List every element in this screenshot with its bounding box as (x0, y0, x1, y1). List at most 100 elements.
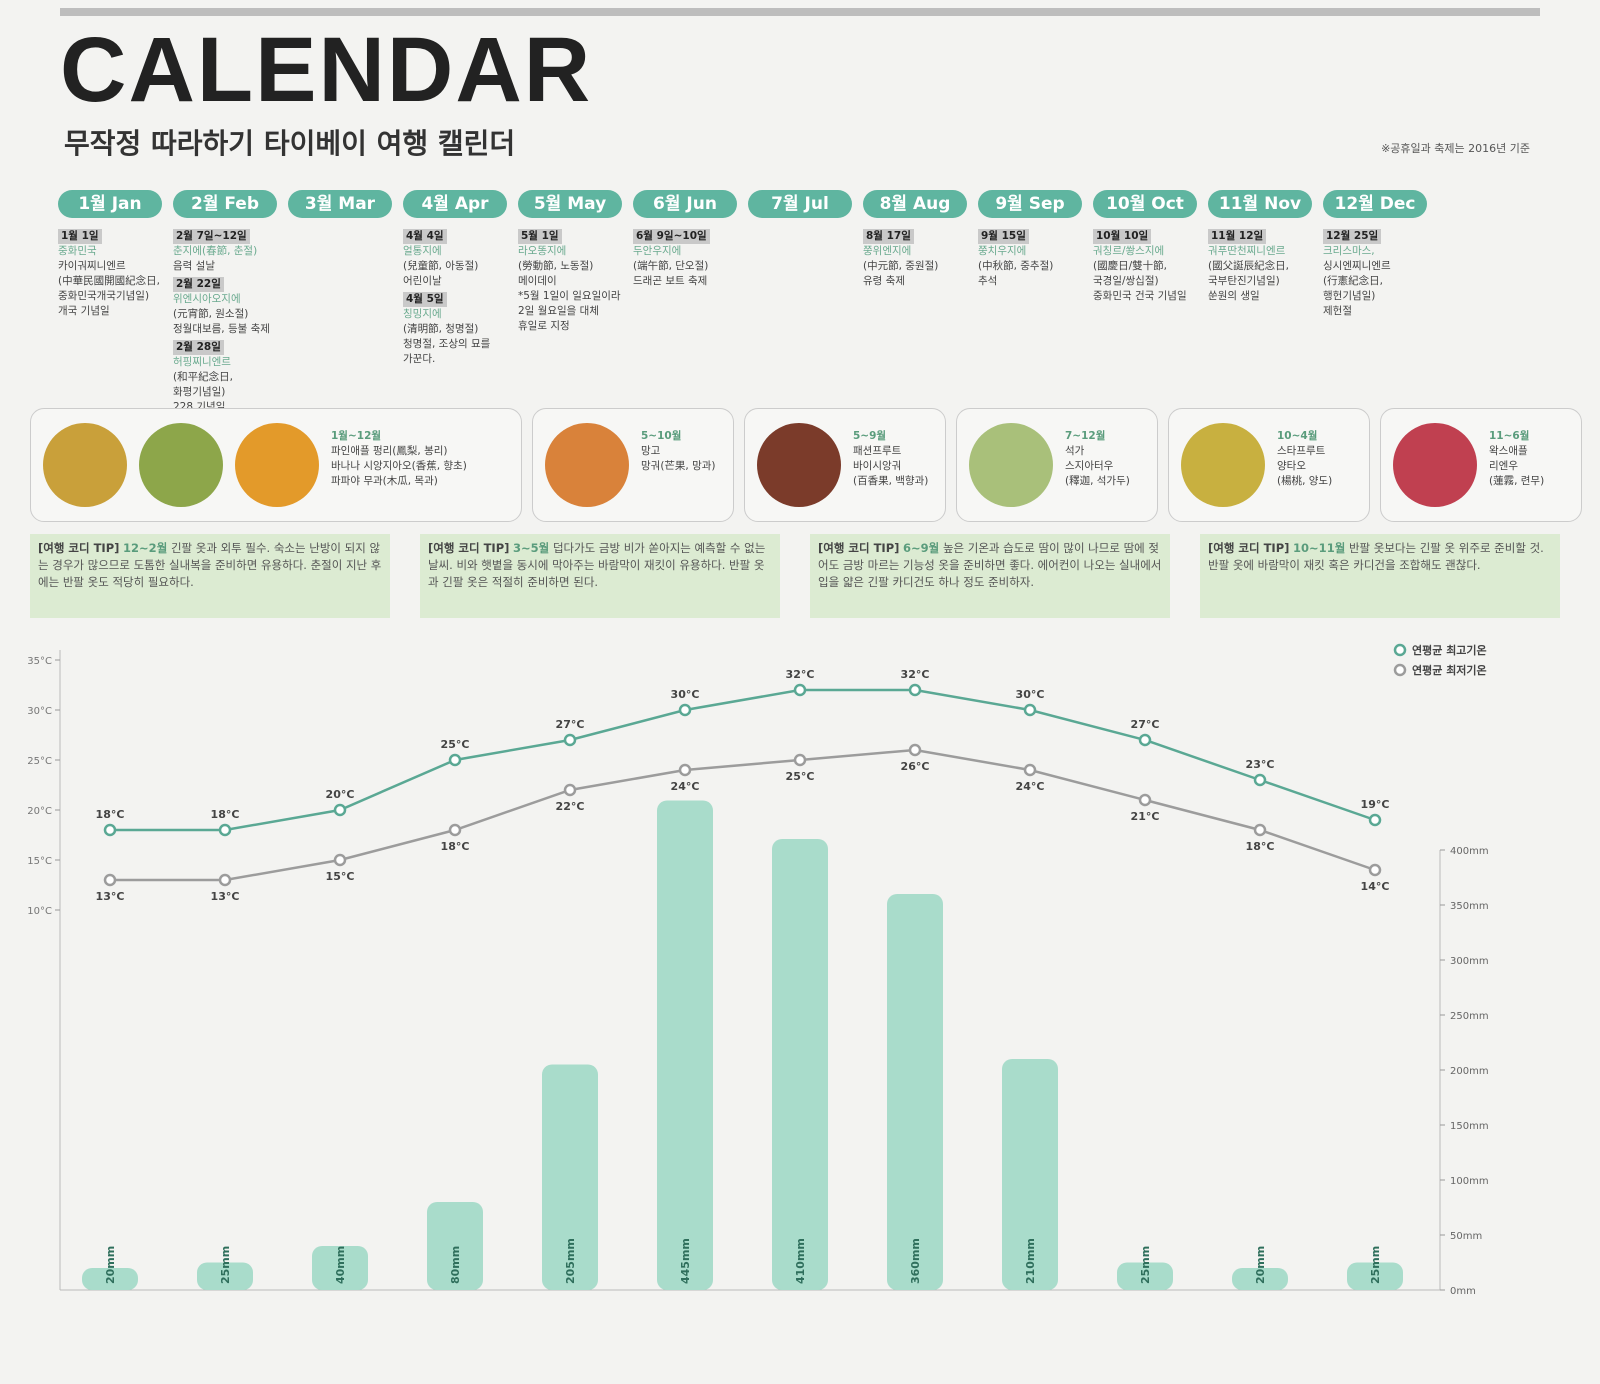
event-date-tag: 8월 17일 (863, 229, 914, 244)
rain-bar (312, 1246, 368, 1290)
temp-point (1138, 733, 1152, 747)
temp-label: 30°C (1016, 688, 1045, 701)
temp-label: 19°C (1361, 798, 1390, 811)
event-line: 허핑찌니엔르 (173, 356, 231, 368)
rain-bar (82, 1268, 138, 1290)
temp-point (218, 823, 232, 837)
event-line: 메이데이 (518, 275, 557, 287)
tip-label: [여행 코디 TIP] (1208, 541, 1290, 555)
y-tick-label: 15°C (27, 856, 52, 867)
fruit-card: 7~12월 석가 스지아터우 (釋迦, 석가두) (956, 408, 1158, 522)
temp-point (793, 753, 807, 767)
fruit-card: 11~6월 왁스애플 리엔우 (蓮霧, 련무) (1380, 408, 1582, 522)
temp-point (793, 683, 807, 697)
fruit-season: 10~4월 (1277, 430, 1318, 442)
fruit-season: 5~10월 (641, 430, 682, 442)
event-line: 국경일/쌍십절) (1093, 275, 1159, 287)
event-date-tag: 2월 7일~12일 (173, 229, 250, 244)
tip-text: 높은 기온과 습도로 땀이 많이 나므로 땀에 젖어도 금방 마르는 기능성 옷… (818, 541, 1162, 589)
temp-point (1023, 763, 1037, 777)
event-date: 2월 7일~12일 (173, 226, 285, 244)
tip-label: [여행 코디 TIP] (818, 541, 900, 555)
month-pill: 5월 May (518, 190, 622, 218)
y2-tick-label: 350mm (1450, 901, 1489, 912)
month-events: 11월 12일 궈푸딴천찌니엔르 (國父誕辰紀念日, 국부탄진기념일) 쑨원의 생일 (1208, 226, 1320, 304)
month-events: 2월 7일~12일 춘지에(春節, 춘절) 음력 설날 2월 22일 위엔시아오지에 (元… (173, 226, 285, 415)
event-line: 중화민국 (58, 245, 97, 257)
temp-line (110, 688, 1376, 832)
temp-point (1368, 813, 1382, 827)
fruit-text: 7~12월 석가 스지아터우 (釋迦, 석가두) (1065, 429, 1130, 489)
fruit-line: (楊桃, 양도) (1277, 475, 1333, 487)
tip-label: [여행 코디 TIP] (428, 541, 510, 555)
event-date-tag: 4월 5일 (403, 292, 447, 307)
event-date-tag: 10월 10일 (1093, 229, 1152, 244)
event-line: 카이궈찌니엔르 (58, 260, 126, 272)
event-line: (端午節, 단오절) (633, 260, 709, 272)
tip-box: [여행 코디 TIP] 10~11월 반팔 옷보다는 긴팔 옷 위주로 준비할 … (1200, 534, 1560, 618)
y-tick-label: 30°C (27, 706, 52, 717)
temp-label: 18°C (1246, 840, 1275, 853)
event-line: (國慶日/雙十節, (1093, 260, 1167, 272)
tip-text: 덥다가도 금방 비가 쏟아지는 예측할 수 없는 날씨. 비와 햇볕을 동시에 … (428, 541, 766, 589)
fruit-line: (百香果, 백향과) (853, 475, 929, 487)
event-date: 4월 4일 (403, 226, 515, 244)
fruit-line: (蓮霧, 련무) (1489, 475, 1545, 487)
month-events: 5월 1일 라오똥지에 (勞動節, 노동절) 메이데이 *5월 1일이 일요일이라 2일 … (518, 226, 630, 334)
event-line: (勞動節, 노동절) (518, 260, 594, 272)
rain-label: 360mm (909, 1238, 922, 1284)
rain-label: 210mm (1024, 1238, 1037, 1284)
event-line: 칭밍지에 (403, 308, 442, 320)
event-date: 2월 22일 (173, 274, 285, 292)
temp-point (103, 873, 117, 887)
rain-bar (1002, 1059, 1058, 1290)
rain-label: 25mm (1369, 1246, 1382, 1284)
fruit-line: 스타프루트 (1277, 445, 1326, 457)
rain-bar (1347, 1262, 1403, 1290)
note: ※공휴일과 축제는 2016년 기준 (1381, 142, 1530, 155)
event-line: 유령 축제 (863, 275, 905, 287)
event-date: 6월 9일~10일 (633, 226, 745, 244)
y2-tick-label: 200mm (1450, 1066, 1489, 1077)
event-line: 싱시엔찌니엔르 (1323, 260, 1391, 272)
month-pill: 8월 Aug (863, 190, 967, 218)
event-line: (中華民國開國紀念日, (58, 275, 160, 287)
fruit-photo (757, 423, 841, 507)
event-line: 화평기념일) (173, 386, 226, 398)
event-line: 두안우지에 (633, 245, 682, 257)
temp-point (678, 703, 692, 717)
tip-label: [여행 코디 TIP] (38, 541, 120, 555)
event-line: 휴일로 지정 (518, 320, 570, 332)
event-line: (行憲紀念日, (1323, 275, 1383, 287)
temp-point (448, 753, 462, 767)
fruit-season: 1월~12월 (331, 430, 382, 442)
temp-label: 30°C (671, 688, 700, 701)
month-pill: 1월 Jan (58, 190, 162, 218)
temp-label: 27°C (556, 718, 585, 731)
tip-period: 6~9월 (903, 541, 940, 555)
temp-point (563, 733, 577, 747)
event-line: 드래곤 보트 축제 (633, 275, 708, 287)
decor-bar (60, 8, 1540, 16)
temp-point (333, 853, 347, 867)
event-line: 2일 월요일을 대체 (518, 305, 599, 317)
temp-label: 32°C (786, 668, 815, 681)
event-date-tag: 6월 9일~10일 (633, 229, 710, 244)
fruit-photo (1393, 423, 1477, 507)
fruit-text: 10~4월 스타프루트 양타오 (楊桃, 양도) (1277, 429, 1332, 489)
temp-label: 22°C (556, 800, 585, 813)
fruit-card: 1월~12월 파인애플 펑리(鳳梨, 봉리) 바나나 시앙지아오(香蕉, 향초) 파파… (30, 408, 522, 522)
event-line: 행헌기념일) (1323, 290, 1376, 302)
fruit-text: 5~9월 패션프루트 바이시앙궈 (百香果, 백향과) (853, 429, 928, 489)
event-line: (兒童節, 아동절) (403, 260, 479, 272)
event-line: (中秋節, 중추절) (978, 260, 1054, 272)
event-line: 쭝위엔지에 (863, 245, 912, 257)
month-events: 6월 9일~10일 두안우지에 (端午節, 단오절) 드래곤 보트 축제 (633, 226, 745, 289)
fruit-text: 1월~12월 파인애플 펑리(鳳梨, 봉리) 바나나 시앙지아오(香蕉, 향초) 파파… (331, 429, 467, 489)
fruit-line: 리엔우 (1489, 460, 1518, 472)
temp-label: 24°C (671, 780, 700, 793)
tip-box: [여행 코디 TIP] 3~5월 덥다가도 금방 비가 쏟아지는 예측할 수 없… (420, 534, 780, 618)
temp-point (908, 683, 922, 697)
month-pill: 6월 Jun (633, 190, 737, 218)
temp-label: 25°C (786, 770, 815, 783)
